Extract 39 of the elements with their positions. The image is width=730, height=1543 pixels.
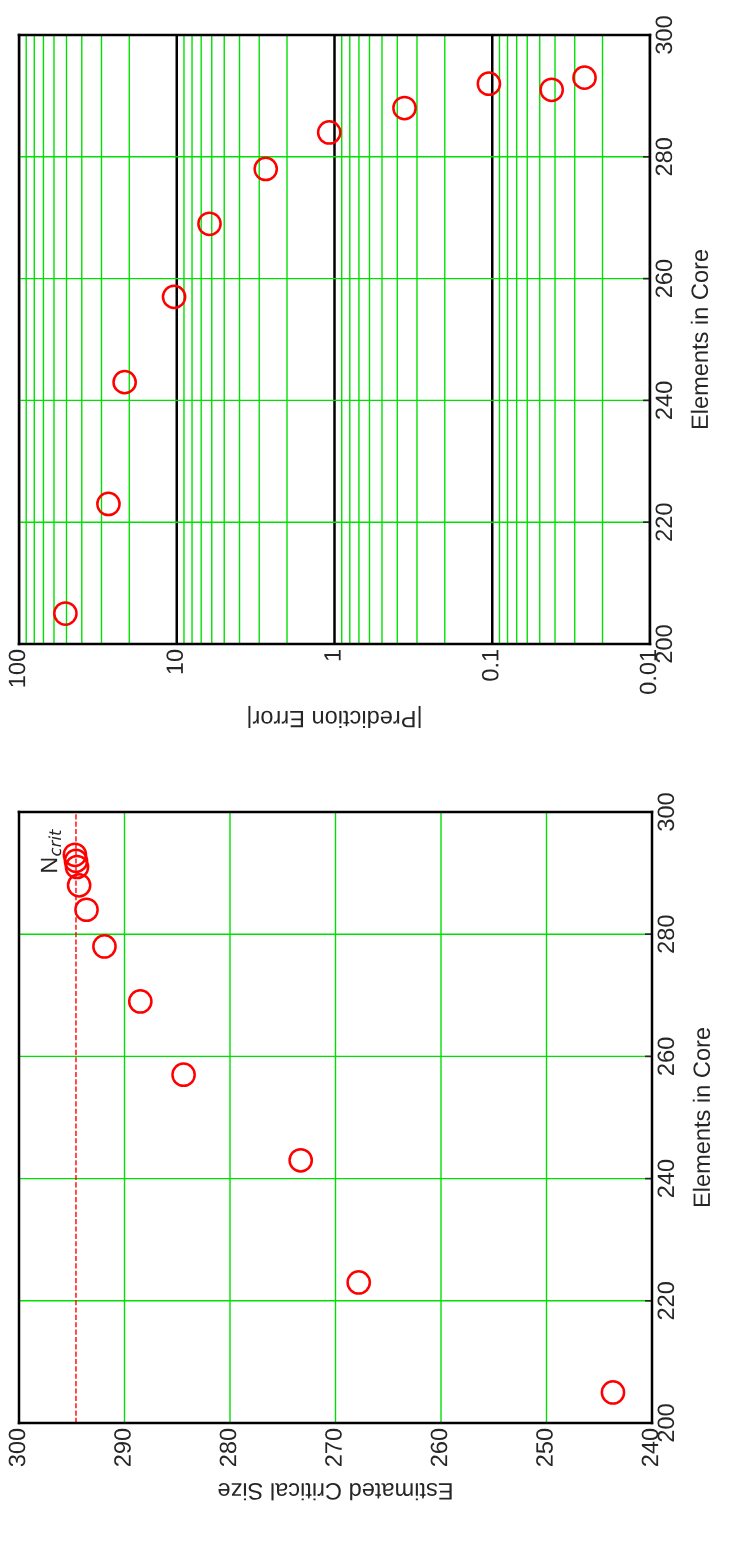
point	[288, 1147, 314, 1173]
point	[92, 934, 117, 959]
point	[171, 1062, 196, 1088]
x-tick-label: 250	[536, 1428, 553, 1467]
y-tick-label: 240	[657, 1159, 675, 1198]
point	[63, 848, 89, 874]
y-tick-label: 220	[657, 1282, 675, 1320]
x-tick-label: 270	[325, 1428, 342, 1467]
y-tick-label: 300	[657, 793, 675, 831]
y-tick-label: 300	[655, 16, 673, 54]
x-tick-label: 280	[219, 1428, 237, 1467]
x-axis-title: |Prediction Error|	[248, 705, 421, 729]
point	[346, 1270, 372, 1295]
point	[600, 1380, 626, 1405]
y-axis-title: Elements in Core	[692, 1028, 711, 1207]
y-axis-title: Elements in Core	[690, 250, 709, 429]
point	[62, 842, 88, 868]
point	[66, 872, 92, 898]
x-tick-label: 0.1	[481, 650, 499, 681]
y-tick-label: 240	[655, 381, 673, 419]
x-tick-label: 10	[166, 649, 184, 674]
x-tick-label: 300	[8, 1428, 26, 1467]
x-tick-label: 0.01	[639, 650, 657, 694]
x-tick-label: 260	[430, 1428, 448, 1467]
x-tick-label: 1	[324, 650, 341, 661]
y-tick-label: 280	[657, 915, 675, 953]
ref-line-label: N$_{crit}$	[40, 829, 62, 872]
x-tick-label: 100	[8, 649, 26, 687]
y-tick-label: 200	[655, 625, 673, 663]
point	[127, 989, 153, 1014]
x-tick-label: 290	[114, 1428, 131, 1467]
point	[74, 897, 99, 923]
y-tick-label: 220	[655, 503, 673, 541]
y-tick-label: 200	[657, 1404, 675, 1442]
y-tick-label: 280	[655, 138, 673, 176]
y-tick-label: 260	[655, 259, 673, 298]
y-tick-label: 260	[657, 1037, 675, 1075]
x-axis-title: Estimated Critical Size	[218, 1483, 452, 1501]
point	[64, 854, 90, 880]
